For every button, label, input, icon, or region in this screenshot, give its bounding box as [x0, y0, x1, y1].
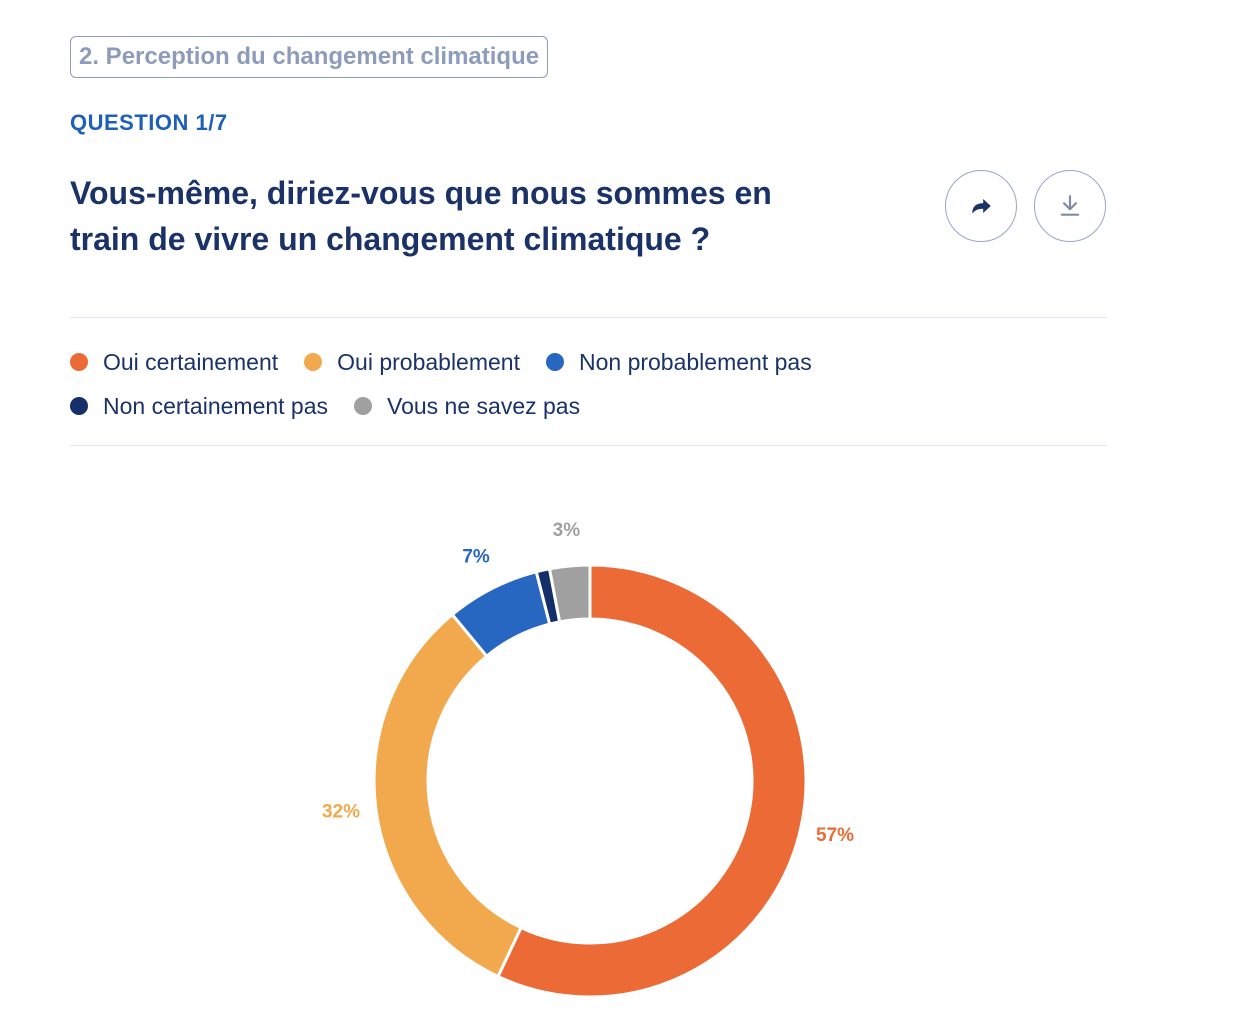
donut-slice-1[interactable]: [496, 563, 808, 999]
donut-slice-2[interactable]: [372, 612, 524, 979]
legend-item-oui-certainement[interactable]: Oui certainement: [70, 349, 278, 376]
legend-row-1: Oui certainement Oui probablement Non pr…: [70, 340, 1107, 384]
legend-dot: [545, 353, 564, 371]
section-badge: 2. Perception du changement climatique: [70, 36, 549, 78]
legend-item-non-probablement-pas[interactable]: Non probablement pas: [545, 348, 812, 376]
chart-legend: Oui certainement Oui probablement Non pr…: [70, 340, 1107, 428]
legend-label: Non certainement pas: [103, 392, 329, 419]
legend-item-vous-ne-savez-pas[interactable]: Vous ne savez pas: [354, 393, 580, 420]
download-icon: [1060, 195, 1080, 216]
legend-label: Non probablement pas: [578, 348, 812, 375]
donut-data-label-1: 57%: [816, 825, 854, 846]
donut-data-label-3: 7%: [462, 546, 490, 567]
legend-label: Oui certainement: [103, 348, 279, 375]
donut-chart-container: 57% 32% 7% 3%: [0, 460, 1240, 1014]
divider-bottom: [70, 445, 1107, 446]
donut-data-label-2: 32%: [322, 801, 360, 822]
legend-label: Vous ne savez pas: [387, 392, 581, 419]
donut-data-label-5: 3%: [553, 520, 581, 541]
legend-dot: [70, 353, 88, 371]
legend-label: Oui probablement: [337, 348, 520, 375]
share-button[interactable]: [945, 170, 1017, 242]
download-button[interactable]: [1034, 170, 1106, 242]
question-counter: QUESTION 1/7: [70, 110, 228, 135]
legend-dot: [354, 397, 373, 415]
legend-item-oui-probablement[interactable]: Oui probablement: [304, 349, 520, 376]
legend-dot: [304, 353, 323, 371]
legend-dot: [70, 397, 88, 415]
legend-row-2: Non certainement pas Vous ne savez pas: [70, 384, 1107, 428]
share-arrow-icon: [972, 198, 991, 214]
legend-item-non-certainement-pas[interactable]: Non certainement pas: [70, 393, 328, 420]
donut-chart: 57% 32% 7% 3%: [322, 520, 854, 999]
divider-top: [70, 317, 1107, 318]
donut-slice-5[interactable]: [547, 563, 592, 624]
question-title: Vous-même, diriez-vous que nous sommes e…: [70, 175, 772, 257]
